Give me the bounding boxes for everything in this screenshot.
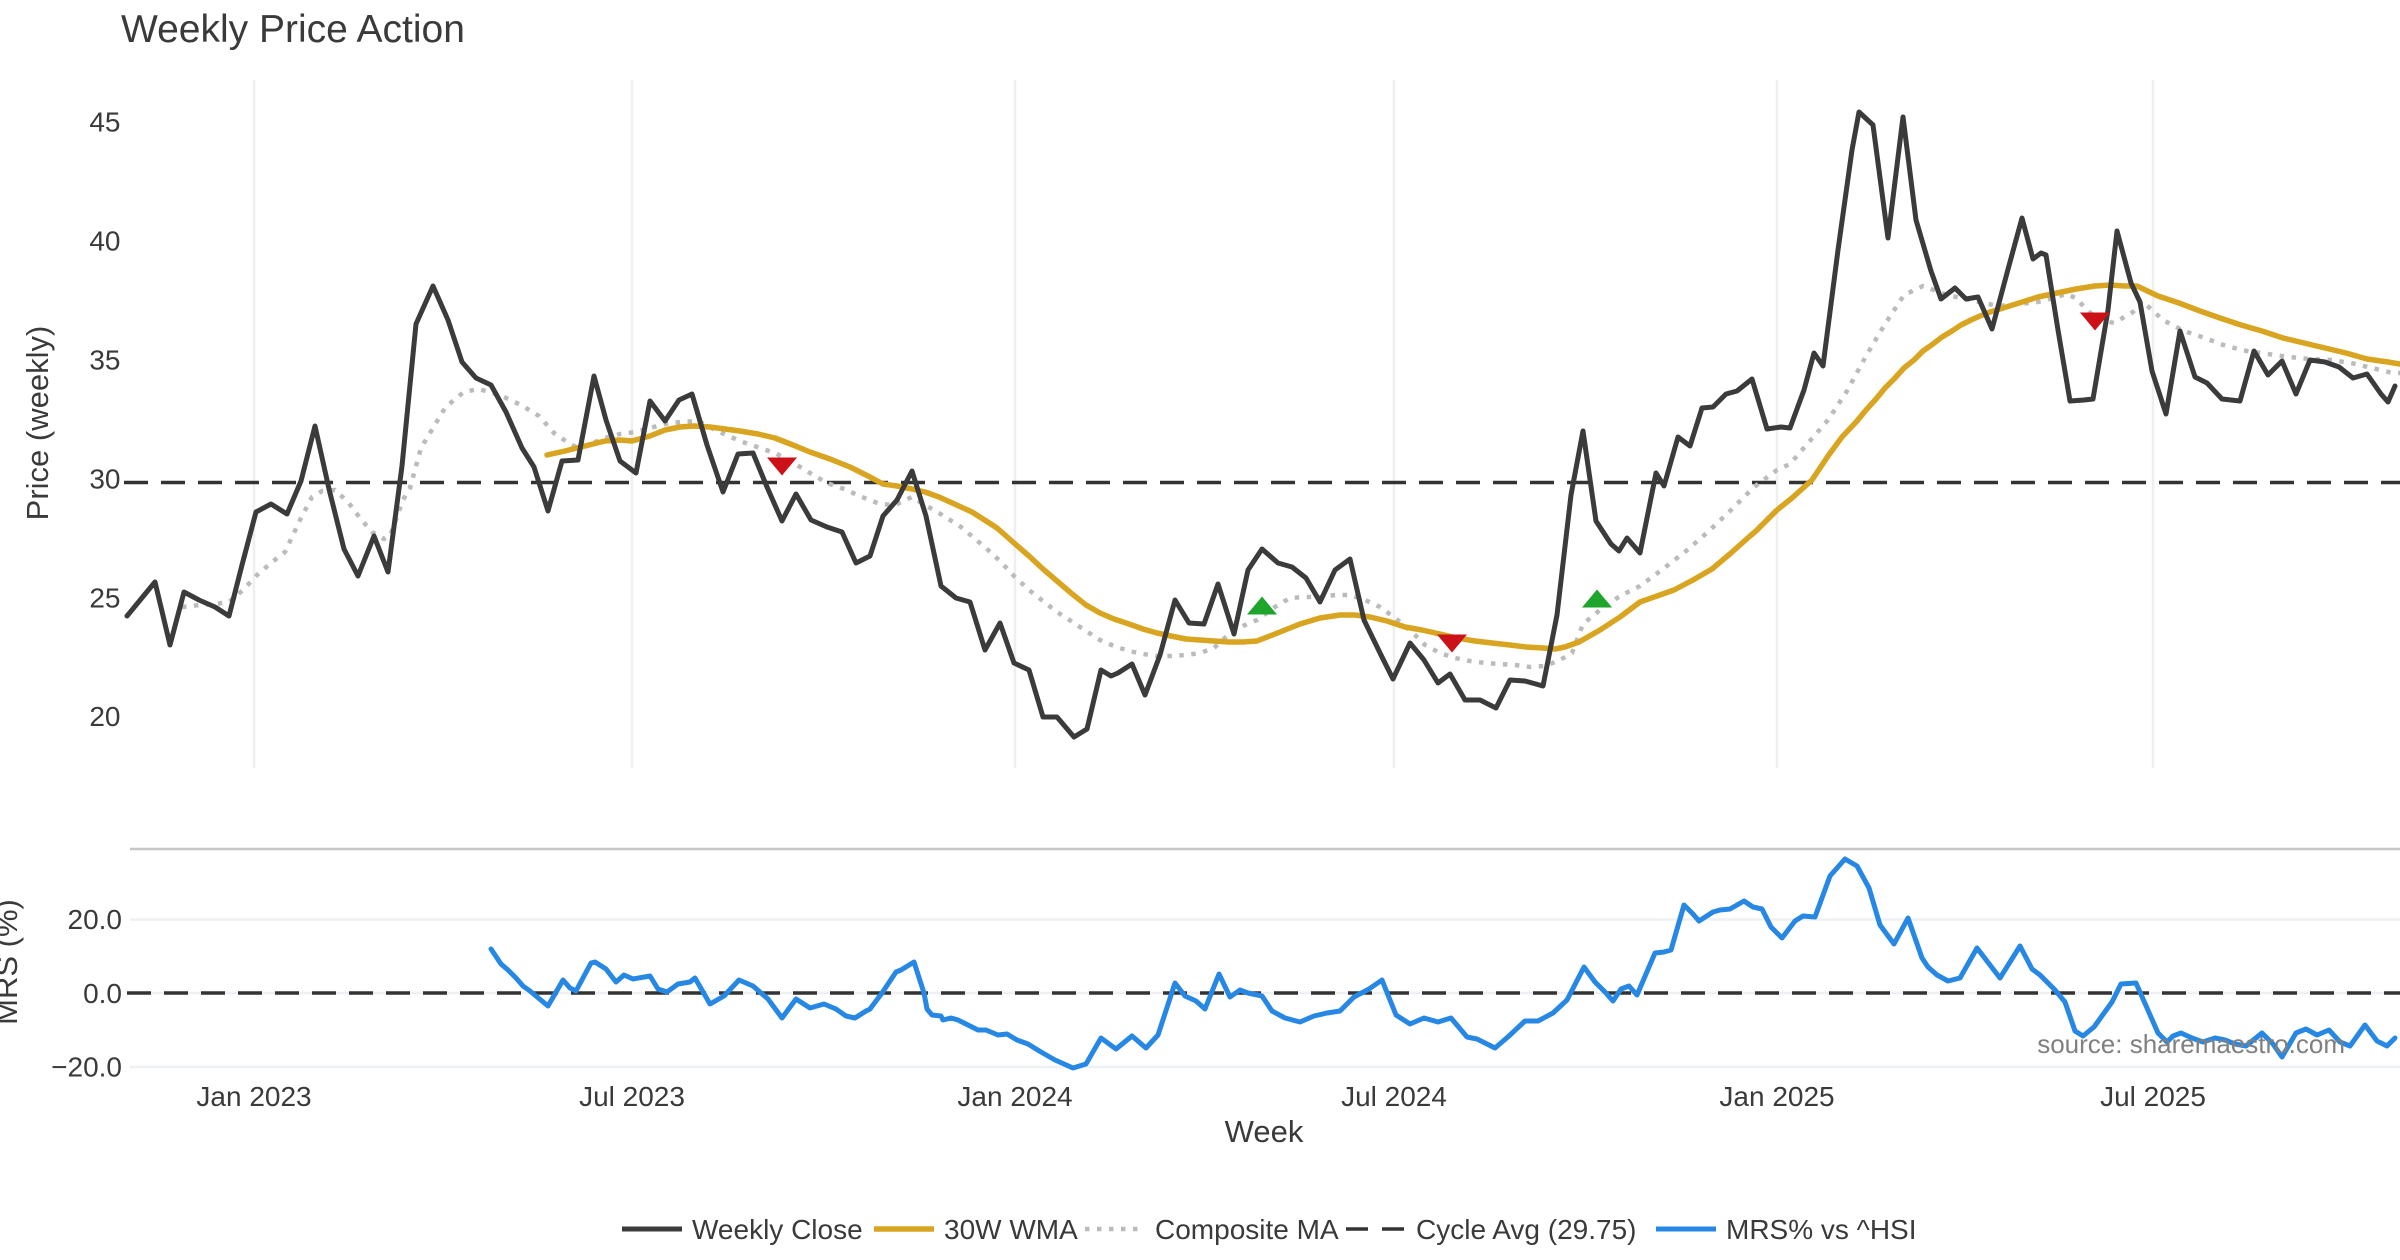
svg-text:Price (weekly): Price (weekly): [20, 326, 55, 521]
svg-text:−20.0: −20.0: [51, 1051, 122, 1082]
svg-text:0.0: 0.0: [83, 978, 122, 1009]
svg-text:source: sharemaestro.com: source: sharemaestro.com: [2037, 1029, 2345, 1059]
svg-text:Weekly Price Action: Weekly Price Action: [121, 8, 465, 51]
svg-text:20.0: 20.0: [68, 904, 123, 935]
svg-text:20: 20: [89, 701, 120, 732]
svg-text:30W WMA: 30W WMA: [944, 1214, 1078, 1245]
svg-text:40: 40: [89, 226, 120, 257]
svg-text:Jul 2023: Jul 2023: [579, 1081, 685, 1112]
svg-text:Jan 2025: Jan 2025: [1719, 1081, 1834, 1112]
svg-text:MRS (%): MRS (%): [0, 899, 24, 1025]
svg-text:45: 45: [89, 107, 120, 138]
svg-text:Jul 2025: Jul 2025: [2100, 1081, 2206, 1112]
svg-text:Jan 2024: Jan 2024: [957, 1081, 1072, 1112]
svg-text:25: 25: [89, 582, 120, 613]
svg-text:35: 35: [89, 345, 120, 376]
svg-text:Composite MA: Composite MA: [1155, 1214, 1339, 1245]
svg-text:Jul 2024: Jul 2024: [1341, 1081, 1447, 1112]
svg-text:30: 30: [89, 463, 120, 494]
svg-text:MRS% vs ^HSI: MRS% vs ^HSI: [1726, 1214, 1917, 1245]
svg-text:Weekly Close: Weekly Close: [692, 1214, 863, 1245]
svg-text:Week: Week: [1225, 1114, 1304, 1149]
svg-text:Jan 2023: Jan 2023: [196, 1081, 311, 1112]
svg-text:Cycle Avg (29.75): Cycle Avg (29.75): [1416, 1214, 1637, 1245]
